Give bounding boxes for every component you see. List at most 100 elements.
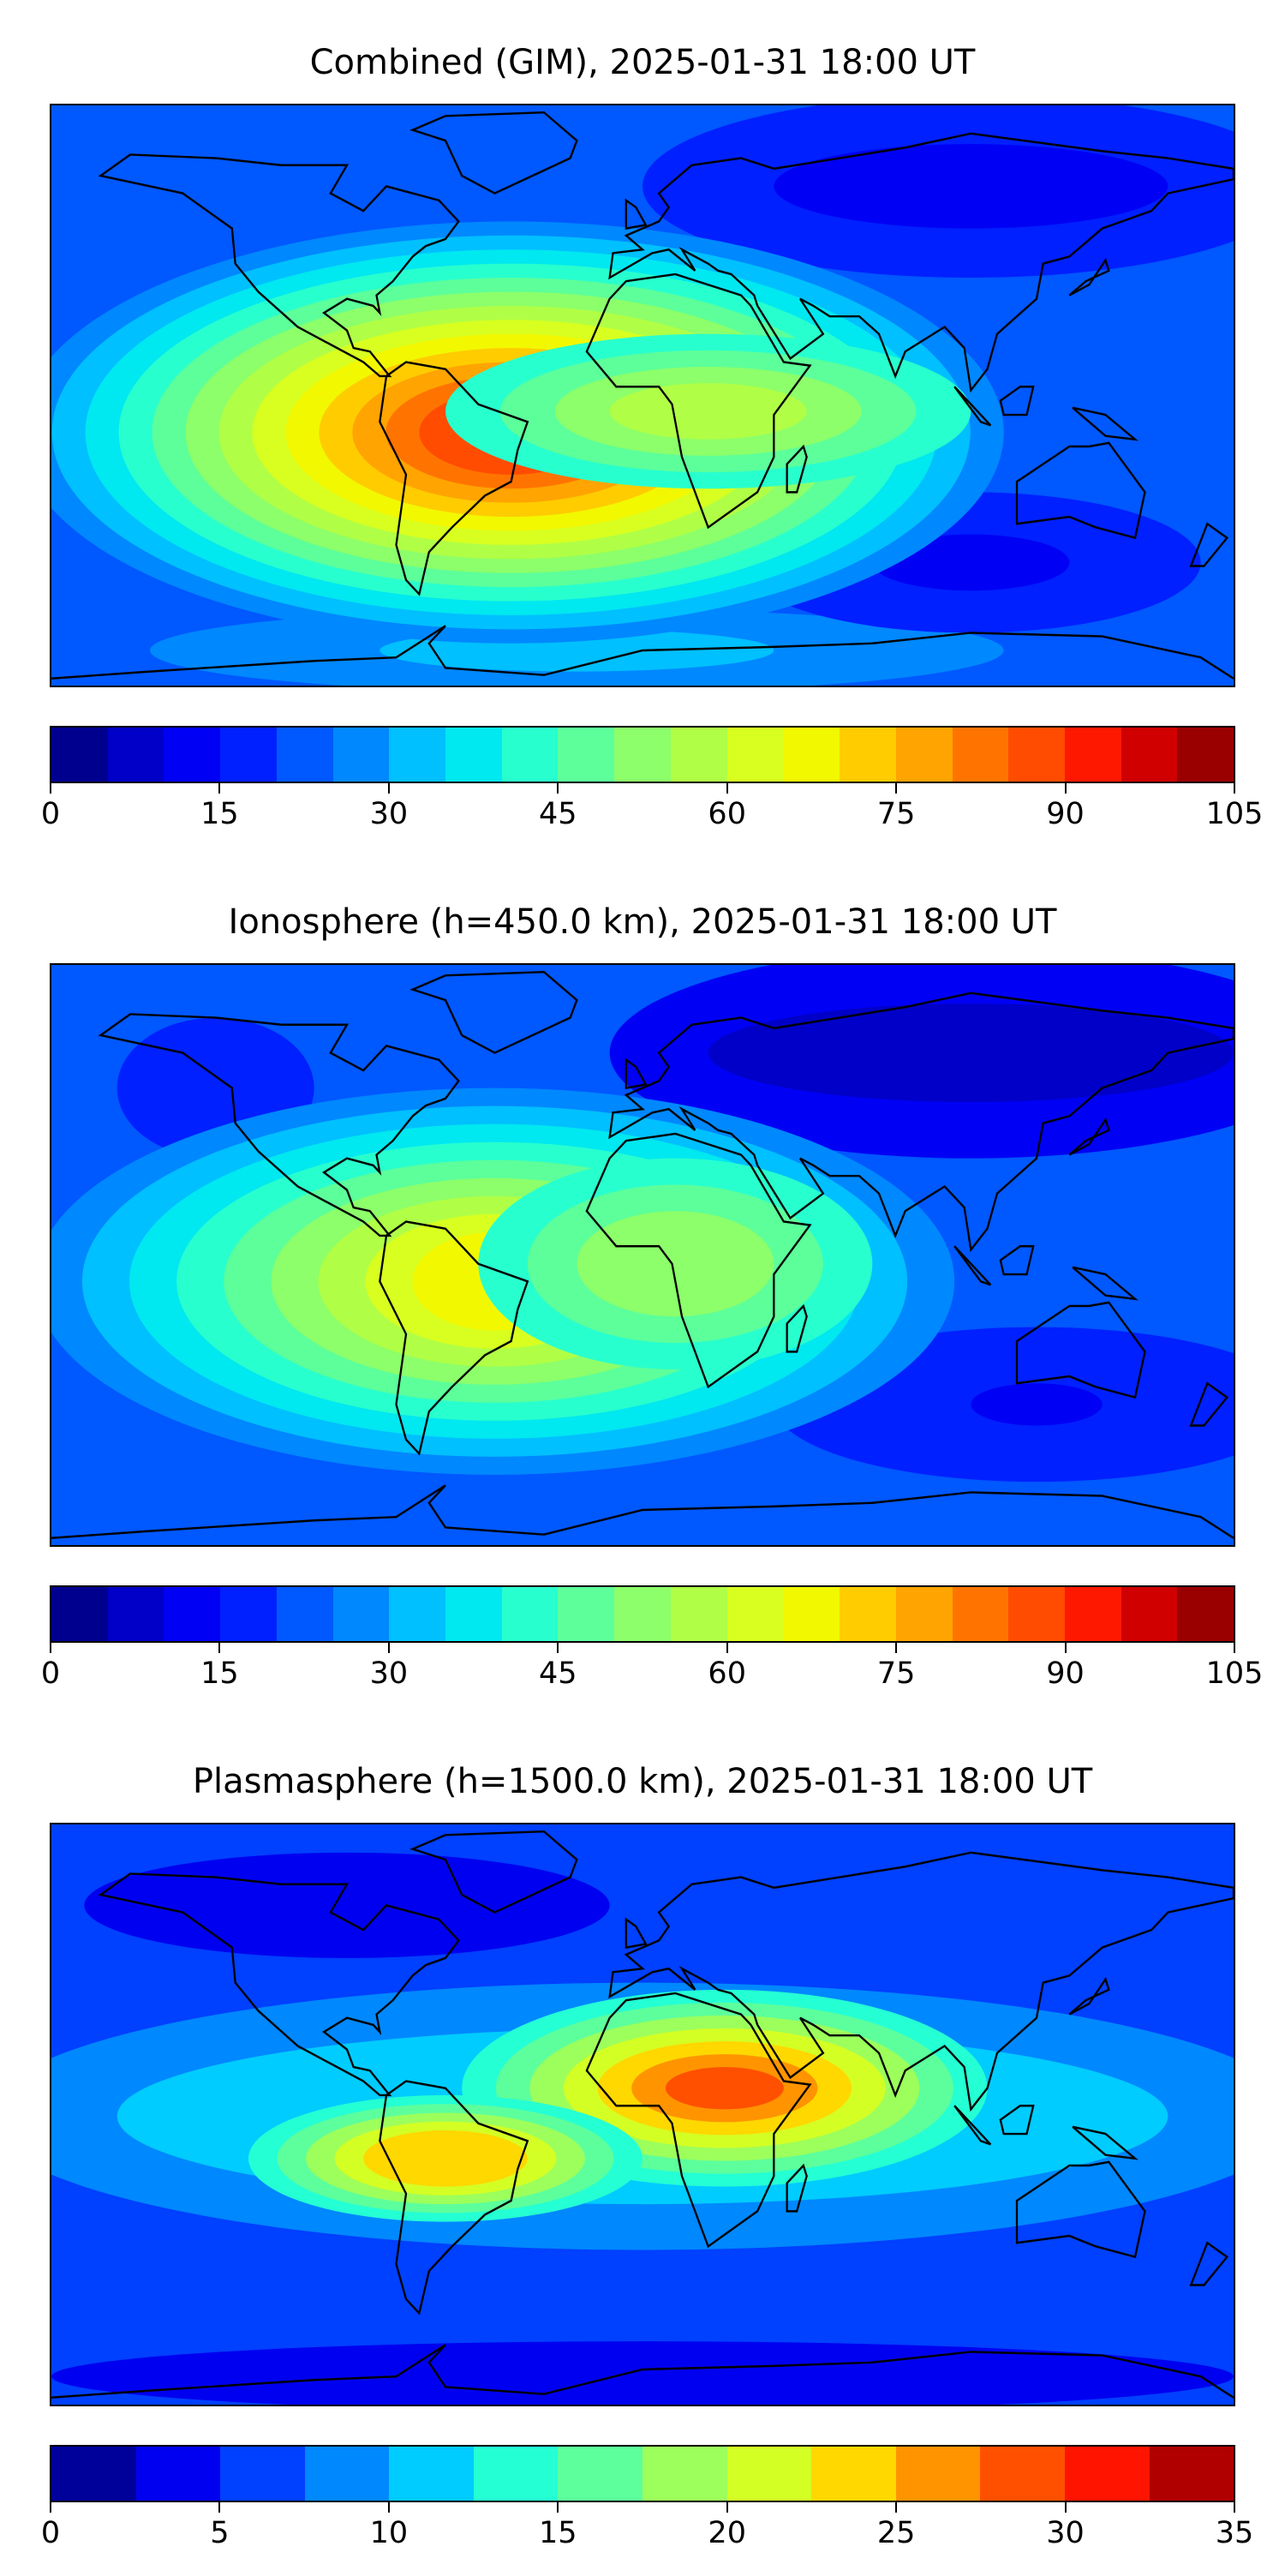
coastline-new-zealand xyxy=(1189,1381,1229,1427)
colorbar-bin xyxy=(1008,728,1065,782)
coastline-new-guinea xyxy=(1072,1266,1139,1301)
colorbar-bin xyxy=(614,1587,671,1641)
coastline-new-guinea xyxy=(1072,406,1139,441)
colorbar-bin xyxy=(276,728,333,782)
colorbar-bin xyxy=(558,728,615,782)
colorbar-bin xyxy=(726,728,784,782)
colorbar-tick-label: 5 xyxy=(210,2516,230,2550)
colorbar-bin xyxy=(473,2447,559,2501)
colorbar-bin xyxy=(445,728,502,782)
coastline-greenland xyxy=(409,970,578,1054)
colorbar-tick xyxy=(218,2502,221,2513)
colorbar-bin xyxy=(501,1587,559,1641)
coastline-new-zealand xyxy=(1189,522,1229,567)
panel-2: Ionosphere (h=450.0 km), 2025-01-31 18:0… xyxy=(0,860,1285,1716)
coastline-north-america xyxy=(98,1013,460,1237)
colorbar-tick xyxy=(1064,783,1067,794)
coastline-south-america xyxy=(379,361,529,596)
colorbar-tick-label: 75 xyxy=(876,797,916,831)
colorbar-tick xyxy=(1064,1643,1067,1653)
colorbar-bin xyxy=(670,1587,727,1641)
colorbar-tick xyxy=(557,783,559,794)
coastline-africa xyxy=(585,273,812,530)
coastline-australia xyxy=(1015,2160,1146,2259)
colorbar-tick xyxy=(50,2502,51,2513)
colorbar-tick xyxy=(387,783,390,794)
colorbar-bin xyxy=(164,1587,221,1641)
colorbar-bin xyxy=(51,2447,136,2501)
colorbar-tick-label: 90 xyxy=(1046,797,1085,831)
coastline-borneo xyxy=(999,2105,1035,2136)
colorbar-tick xyxy=(1064,2502,1067,2513)
coastline-antarctica xyxy=(51,2344,1234,2399)
panel-1: Combined (GIM), 2025-01-31 18:00 UT 0 15 30… xyxy=(0,0,1285,857)
colorbar-tick xyxy=(895,2502,898,2513)
coastline-antarctica xyxy=(51,1484,1234,1540)
contour-level-11 xyxy=(665,2067,784,2110)
colorbar-bin xyxy=(1008,1587,1065,1641)
coastline-australia xyxy=(1015,441,1146,540)
coastline-uk xyxy=(625,1917,648,1950)
colorbar-tick xyxy=(387,2502,390,2513)
tec-map xyxy=(50,1823,1235,2406)
colorbar-tick xyxy=(557,1643,559,1653)
coastline-north-america xyxy=(98,1872,460,2097)
coastline-new-zealand xyxy=(1189,2241,1229,2286)
colorbar-bin xyxy=(164,728,221,782)
colorbar-bin xyxy=(389,1587,446,1641)
coastline-sumatra xyxy=(953,386,992,427)
colorbar-bin xyxy=(389,728,446,782)
colorbar-bin xyxy=(51,1587,108,1641)
colorbar-tick-label: 75 xyxy=(876,1656,916,1691)
colorbar-bin xyxy=(1121,1587,1178,1641)
coastline-madagascar xyxy=(786,444,808,494)
panel-3: Plasmasphere (h=1500.0 km), 2025-01-31 1… xyxy=(0,1719,1285,2576)
coastline-japan xyxy=(1068,1117,1110,1156)
colorbar-bin xyxy=(558,2447,643,2501)
colorbar-bin xyxy=(1149,2447,1234,2501)
coastline-japan xyxy=(1068,257,1110,297)
colorbar-tick-label: 0 xyxy=(40,797,61,831)
colorbar-tick-label: 30 xyxy=(1046,2516,1085,2550)
colorbar-tick-label: 20 xyxy=(708,2516,746,2550)
coastline-madagascar xyxy=(786,2163,808,2213)
colorbar-tick-label: 45 xyxy=(539,797,577,831)
colorbar-tick xyxy=(387,1643,390,1653)
contour-level-10 xyxy=(577,1211,774,1317)
colorbar-bin xyxy=(107,1587,164,1641)
coastline-madagascar xyxy=(786,1303,808,1353)
colorbar-tick xyxy=(218,783,221,794)
coastline-sumatra xyxy=(953,2105,992,2146)
colorbar-bin xyxy=(642,2447,727,2501)
coastline-eurasia xyxy=(608,132,1234,393)
colorbar-tick xyxy=(726,2502,728,2513)
tec-map xyxy=(50,104,1235,687)
colorbar-tick xyxy=(1234,783,1235,794)
colorbar-tick xyxy=(1234,1643,1235,1653)
colorbar-bin xyxy=(1177,728,1234,782)
coastline-north-america xyxy=(98,153,460,378)
colorbar-bin xyxy=(1064,728,1121,782)
tec-map xyxy=(50,963,1235,1547)
colorbar-tick xyxy=(557,2502,559,2513)
coastline-borneo xyxy=(999,1245,1035,1276)
coastline-africa xyxy=(585,1132,812,1389)
contour-level-9 xyxy=(363,2130,528,2187)
colorbar-tick-label: 90 xyxy=(1046,1656,1085,1691)
contour-level-11 xyxy=(609,383,807,440)
coastline-south-america xyxy=(379,2080,529,2315)
colorbar-bin xyxy=(614,728,671,782)
colorbar-bin xyxy=(220,2447,305,2501)
coastline-south-america xyxy=(379,1220,529,1456)
colorbar xyxy=(50,2445,1235,2502)
colorbar-tick-label: 45 xyxy=(539,1656,577,1691)
coastline-japan xyxy=(1068,1976,1110,2016)
colorbar-tick xyxy=(50,1643,51,1653)
colorbar-tick-label: 15 xyxy=(200,797,239,831)
colorbar-bin xyxy=(304,2447,390,2501)
colorbar-tick-label: 35 xyxy=(1215,2516,1254,2550)
coastline-sumatra xyxy=(953,1245,992,1286)
colorbar-bin xyxy=(670,728,727,782)
colorbar-tick-label: 10 xyxy=(369,2516,409,2550)
colorbar-bin xyxy=(840,1587,896,1641)
